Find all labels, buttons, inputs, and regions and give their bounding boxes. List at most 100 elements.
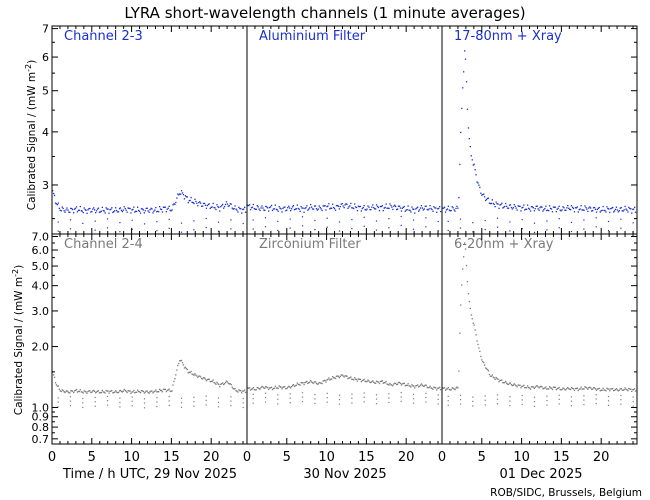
dropout-point bbox=[546, 400, 548, 402]
data-point bbox=[178, 362, 180, 365]
data-point bbox=[250, 207, 253, 209]
data-point bbox=[360, 210, 362, 212]
dropout-point bbox=[242, 402, 244, 404]
data-point bbox=[425, 384, 427, 386]
data-point bbox=[164, 206, 166, 208]
dropout-point bbox=[558, 398, 560, 400]
data-point bbox=[153, 210, 155, 212]
data-point bbox=[406, 384, 408, 386]
data-point bbox=[176, 197, 178, 199]
dropout-point bbox=[94, 405, 96, 407]
data-point bbox=[173, 203, 175, 205]
data-point bbox=[122, 209, 124, 211]
data-point bbox=[482, 361, 484, 363]
data-point bbox=[583, 209, 585, 211]
data-point bbox=[392, 208, 394, 211]
data-point bbox=[549, 387, 552, 389]
data-point bbox=[515, 207, 517, 209]
data-point bbox=[119, 207, 122, 209]
dropout-point bbox=[583, 228, 585, 230]
data-point bbox=[64, 211, 66, 213]
data-point bbox=[578, 388, 580, 390]
dropout-point bbox=[558, 394, 560, 396]
data-point bbox=[229, 203, 231, 205]
data-point bbox=[592, 387, 595, 389]
data-point bbox=[325, 381, 327, 383]
data-point bbox=[382, 382, 384, 384]
data-point bbox=[487, 197, 490, 199]
data-point bbox=[127, 207, 129, 209]
dropout-point bbox=[289, 393, 291, 395]
y-tick-label: 5 bbox=[42, 85, 49, 98]
data-point bbox=[606, 206, 608, 208]
data-point bbox=[208, 203, 210, 205]
data-point bbox=[416, 207, 418, 209]
data-point bbox=[429, 205, 431, 207]
data-point bbox=[145, 207, 147, 210]
data-point bbox=[64, 391, 66, 394]
data-point bbox=[442, 387, 444, 389]
dropout-point bbox=[69, 396, 72, 398]
data-point bbox=[547, 388, 549, 390]
data-point bbox=[202, 378, 204, 380]
data-point bbox=[491, 374, 493, 376]
dropout-point bbox=[193, 396, 195, 398]
data-point bbox=[621, 210, 623, 212]
data-point bbox=[620, 388, 622, 390]
data-point bbox=[616, 389, 619, 391]
dropout-point bbox=[425, 226, 427, 228]
data-point bbox=[328, 377, 330, 379]
data-point bbox=[619, 207, 621, 209]
data-point bbox=[244, 211, 247, 213]
data-point bbox=[264, 209, 266, 211]
data-point bbox=[110, 390, 112, 392]
data-point bbox=[121, 391, 123, 393]
data-point bbox=[154, 209, 156, 211]
data-point bbox=[489, 375, 492, 377]
data-point bbox=[193, 374, 195, 376]
data-point bbox=[578, 209, 580, 211]
data-point bbox=[97, 390, 100, 392]
data-point bbox=[561, 388, 563, 391]
data-point bbox=[418, 209, 421, 211]
data-point bbox=[503, 206, 505, 208]
data-point bbox=[390, 384, 392, 386]
data-point bbox=[351, 378, 353, 380]
y-axis-label-top-sup: -2 bbox=[24, 64, 33, 72]
data-point bbox=[236, 390, 238, 392]
data-point bbox=[555, 211, 557, 213]
data-point bbox=[438, 207, 440, 210]
panel-title: 6-20nm + Xray bbox=[454, 237, 554, 252]
data-point bbox=[139, 212, 142, 214]
dropout-point bbox=[106, 218, 109, 220]
data-point bbox=[378, 382, 381, 385]
dropout-point bbox=[607, 395, 610, 398]
data-point bbox=[195, 200, 197, 203]
data-point bbox=[313, 381, 316, 383]
data-point bbox=[310, 203, 312, 206]
data-point bbox=[462, 268, 464, 270]
data-point bbox=[284, 386, 286, 388]
data-point bbox=[415, 385, 417, 387]
data-point bbox=[361, 379, 363, 382]
data-point bbox=[390, 204, 392, 207]
data-point bbox=[402, 382, 404, 385]
data-point bbox=[78, 390, 80, 393]
data-point bbox=[161, 391, 164, 393]
data-point bbox=[244, 391, 247, 394]
data-point bbox=[514, 205, 516, 208]
data-point bbox=[244, 206, 246, 208]
data-point bbox=[605, 390, 607, 392]
data-point bbox=[225, 380, 228, 382]
data-point bbox=[604, 209, 606, 212]
data-point bbox=[428, 386, 430, 389]
dropout-point bbox=[558, 218, 560, 220]
dropout-point bbox=[595, 398, 597, 400]
data-point bbox=[134, 211, 136, 213]
data-point bbox=[546, 209, 548, 212]
dropout-point bbox=[94, 396, 96, 399]
data-point bbox=[419, 207, 422, 209]
data-point bbox=[551, 211, 554, 213]
data-point bbox=[308, 382, 310, 384]
data-point bbox=[216, 204, 218, 206]
